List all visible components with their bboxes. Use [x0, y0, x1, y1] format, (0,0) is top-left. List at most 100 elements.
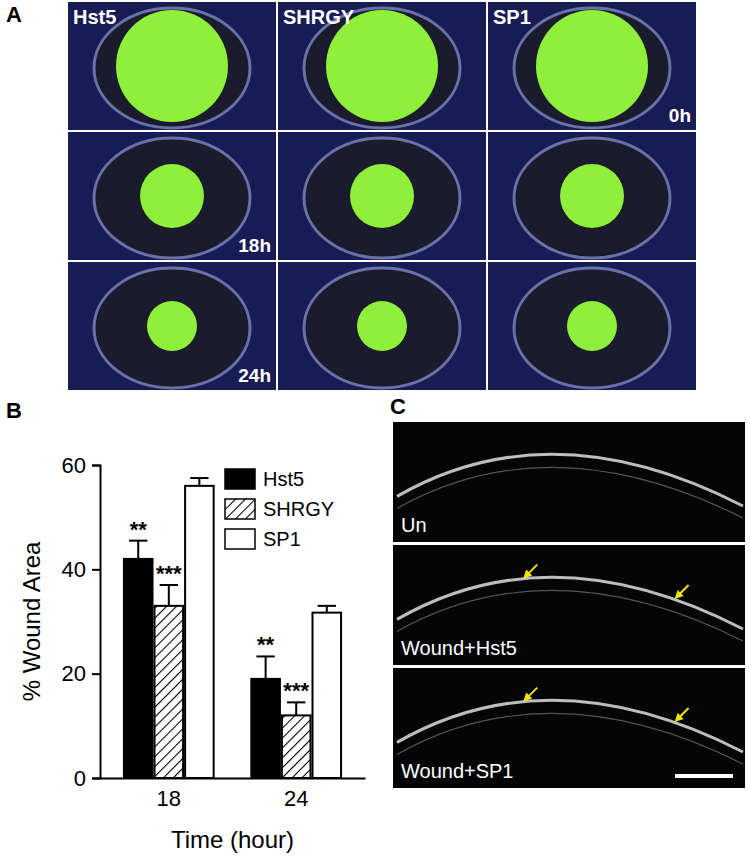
significance-label: ***	[156, 561, 182, 586]
wound-stain	[567, 301, 617, 351]
photo-label: SHRGY	[283, 6, 355, 28]
epithelium-arc	[397, 700, 743, 752]
panel-letter: A	[6, 2, 22, 27]
legend-swatch	[225, 499, 255, 519]
y-tick-mark	[92, 778, 100, 780]
panel-letter: C	[390, 394, 406, 419]
arrow	[675, 708, 689, 722]
photo-ground	[278, 2, 486, 130]
eye	[304, 138, 460, 258]
y-tick: 40	[62, 557, 100, 582]
significance-label: **	[257, 632, 275, 657]
y-tick-label: 60	[62, 453, 86, 478]
legend-item: SP1	[225, 528, 301, 550]
photo-label: SP1	[493, 6, 531, 28]
photo-ground	[68, 132, 276, 260]
y-axis-line	[92, 466, 101, 779]
micrograph-ground	[393, 668, 745, 788]
eye-photo	[488, 262, 696, 390]
eye	[304, 268, 460, 388]
arrow-head	[523, 570, 532, 579]
photo-ground	[488, 2, 696, 130]
arrow	[523, 688, 537, 702]
arrow-head	[675, 713, 684, 722]
legend-item: SHRGY	[225, 498, 334, 520]
wound-stain	[560, 164, 624, 228]
legend-label: SHRGY	[263, 498, 334, 520]
stroma-arc	[397, 467, 743, 518]
time-label: 18h	[238, 235, 271, 256]
x-tick-label: 18	[157, 786, 181, 811]
y-tick: 20	[62, 661, 100, 686]
time-label: 0h	[669, 105, 691, 126]
eye-photo	[278, 132, 486, 260]
micrograph-label: Un	[401, 514, 427, 536]
legend-label: Hst5	[263, 468, 304, 490]
wound-stain	[350, 164, 414, 228]
photo-ground	[278, 132, 486, 260]
photo-ground	[68, 262, 276, 390]
y-tick: 60	[62, 453, 100, 478]
photo-ground	[488, 132, 696, 260]
wound-stain	[140, 164, 204, 228]
micrograph: Un	[393, 422, 745, 542]
figure: AHst5SHRGYSP10h18h24hB02040601824Time (h…	[0, 0, 750, 859]
x-tick: 24	[284, 778, 308, 811]
legend-swatch	[225, 469, 255, 489]
plot-area	[124, 478, 341, 778]
error-stem	[265, 656, 267, 678]
eye-photo: SHRGY	[278, 2, 486, 130]
error-cap	[190, 477, 208, 479]
eye	[514, 268, 670, 388]
error-bar	[190, 478, 208, 486]
micrograph-label: Wound+SP1	[401, 760, 514, 782]
y-axis-title: % Wound Area	[18, 541, 45, 701]
arrow-head	[675, 590, 684, 599]
wound-stain	[357, 301, 407, 351]
stroma-arc	[397, 590, 743, 641]
y-tick-mark	[92, 673, 100, 675]
wound-stain	[536, 10, 648, 122]
eye	[514, 8, 670, 128]
photo-label: Hst5	[73, 6, 116, 28]
epithelium-arc	[397, 454, 743, 506]
error-cap	[318, 605, 336, 607]
significance-label: ***	[283, 678, 309, 703]
legend-swatch	[225, 529, 255, 549]
micrograph-ground	[393, 422, 745, 542]
scale-bar	[675, 774, 733, 778]
bar	[185, 486, 214, 778]
error-stem	[198, 478, 200, 486]
eye-photo: SP1 0h	[488, 2, 696, 130]
eye-photo	[488, 132, 696, 260]
micrograph-ground	[393, 545, 745, 665]
y-axis: 0204060	[62, 453, 101, 791]
legend-label: SP1	[263, 528, 301, 550]
bar	[155, 606, 184, 778]
x-tick: 18	[157, 778, 181, 811]
legend-item: Hst5	[225, 468, 304, 490]
error-bar	[160, 585, 178, 606]
bar	[282, 715, 311, 778]
time-label: 24h	[238, 365, 271, 386]
photo-ground	[68, 2, 276, 130]
error-bar	[318, 606, 336, 613]
panel-letter: B	[6, 398, 22, 423]
eye-photo: 18h	[68, 132, 276, 260]
error-stem	[168, 585, 170, 606]
legend: Hst5 SHRGY SP1	[225, 468, 334, 550]
bar	[124, 559, 153, 778]
bar	[312, 613, 341, 778]
eye-photo: Hst5	[68, 2, 276, 130]
error-bar	[129, 541, 147, 559]
error-stem	[326, 606, 328, 613]
y-tick-label: 20	[62, 661, 86, 686]
eye	[94, 268, 250, 388]
arrow	[523, 565, 537, 579]
y-tick-mark	[92, 465, 100, 467]
micrograph-label: Wound+Hst5	[401, 637, 517, 659]
wound-stain	[116, 10, 228, 122]
x-axis-title: Time (hour)	[171, 826, 294, 853]
photo-ground	[278, 262, 486, 390]
eye	[94, 8, 250, 128]
